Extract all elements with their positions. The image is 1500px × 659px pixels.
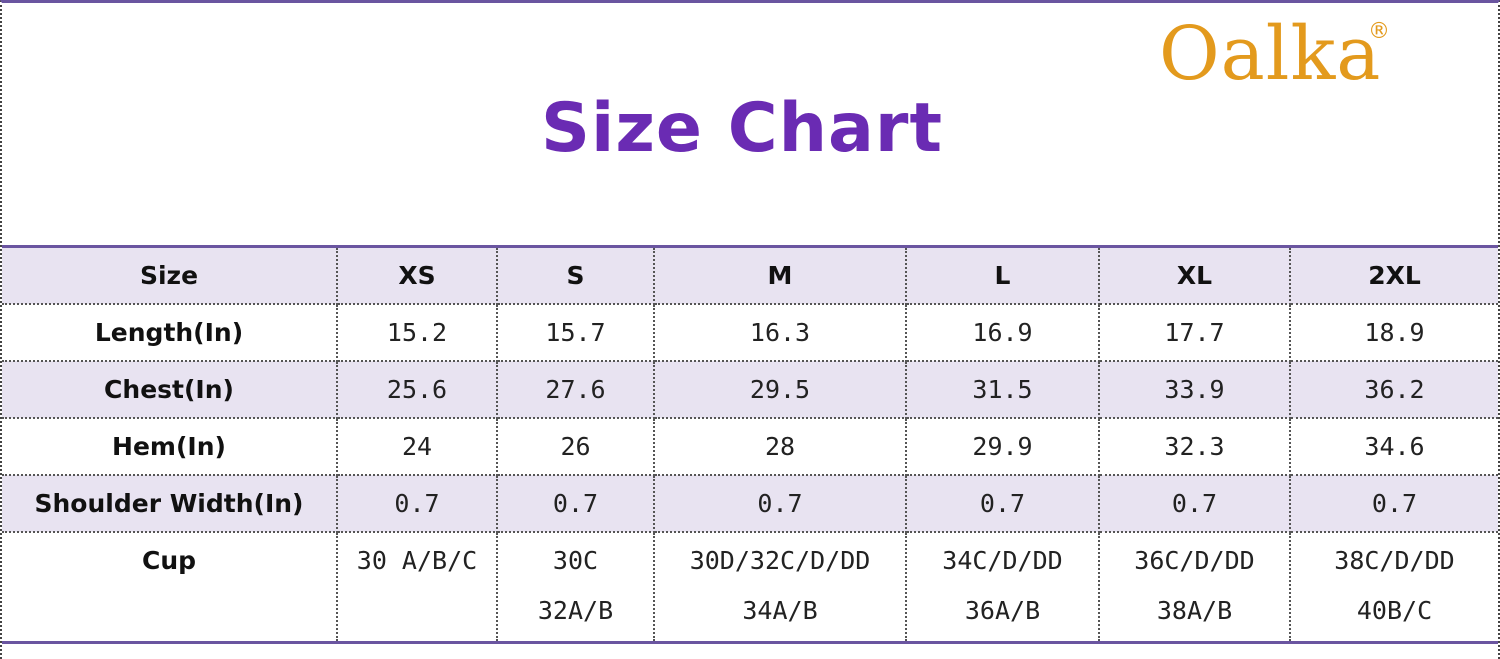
table-cell: 30C 32A/B — [497, 532, 655, 643]
table-cell: 34C/D/DD 36A/B — [906, 532, 1100, 643]
table-cell: 0.7 — [906, 475, 1100, 533]
row-label-text: Cup — [141, 546, 197, 575]
cup-line-2: 36A/B — [964, 596, 1041, 625]
table-cell: 25.6 — [337, 361, 498, 419]
table-header-row: Size XS S M L XL 2XL — [2, 246, 1498, 305]
table-cell: 32.3 — [1099, 418, 1291, 476]
header-cell: XL — [1099, 246, 1291, 305]
table-cell: 30 A/B/C — [337, 532, 498, 643]
table-cell: 0.7 — [654, 475, 907, 533]
table-cell: 0.7 — [337, 475, 498, 533]
header-cell: Size — [2, 246, 338, 305]
table-cell: 15.7 — [497, 304, 655, 362]
table-cell: 24 — [337, 418, 498, 476]
table-cell: 36C/D/DD 38A/B — [1099, 532, 1291, 643]
table-cell: 36.2 — [1290, 361, 1498, 419]
table-row-cup: Cup 30 A/B/C 30C 32A/B 30D/32C/D/DD 34A/B … — [2, 532, 1498, 643]
table-cell: 15.2 — [337, 304, 498, 362]
table-cell: 33.9 — [1099, 361, 1291, 419]
row-label: Cup — [2, 532, 338, 643]
table-cell: 18.9 — [1290, 304, 1498, 362]
table-cell: 30D/32C/D/DD 34A/B — [654, 532, 907, 643]
brand-logo: Oalka — [1159, 11, 1382, 97]
row-label: Length(In) — [2, 304, 338, 362]
cup-line-2: 38A/B — [1156, 596, 1233, 625]
table-cell: 16.9 — [906, 304, 1100, 362]
cup-line-1: 34C/D/DD — [942, 546, 1063, 575]
table-cell: 17.7 — [1099, 304, 1291, 362]
table-cell: 31.5 — [906, 361, 1100, 419]
row-label: Chest(In) — [2, 361, 338, 419]
size-table: Size XS S M L XL 2XL Length(In) 15.2 15.… — [2, 245, 1498, 644]
table-row-shoulder-width: Shoulder Width(In) 0.7 0.7 0.7 0.7 0.7 0… — [2, 475, 1498, 533]
table-cell: 34.6 — [1290, 418, 1498, 476]
table-cell: 27.6 — [497, 361, 655, 419]
cup-line-2 — [338, 583, 496, 633]
table-cell: 28 — [654, 418, 907, 476]
table-cell: 26 — [497, 418, 655, 476]
header-cell: M — [654, 246, 907, 305]
header-cell: S — [497, 246, 655, 305]
cup-line-1: 30D/32C/D/DD — [689, 546, 871, 575]
cup-line-1: 38C/D/DD — [1334, 546, 1455, 575]
row-label: Hem(In) — [2, 418, 338, 476]
table-cell: 29.5 — [654, 361, 907, 419]
header-cell: 2XL — [1290, 246, 1498, 305]
table-cell: 16.3 — [654, 304, 907, 362]
table-cell: 0.7 — [1290, 475, 1498, 533]
row-label: Shoulder Width(In) — [2, 475, 338, 533]
table-cell: 38C/D/DD 40B/C — [1290, 532, 1498, 643]
cup-line-1: 30 A/B/C — [356, 546, 478, 575]
cup-line-1: 36C/D/DD — [1134, 546, 1255, 575]
table-cell: 0.7 — [497, 475, 655, 533]
cup-line-2: 40B/C — [1356, 596, 1433, 625]
table-cell: 0.7 — [1099, 475, 1291, 533]
header-cell: XS — [337, 246, 498, 305]
registered-mark: ® — [1368, 19, 1390, 44]
page-title: Size Chart — [541, 89, 943, 168]
table-row-hem: Hem(In) 24 26 28 29.9 32.3 34.6 — [2, 418, 1498, 476]
cup-line-2: 32A/B — [537, 596, 614, 625]
table-cell: 29.9 — [906, 418, 1100, 476]
table-row-chest: Chest(In) 25.6 27.6 29.5 31.5 33.9 36.2 — [2, 361, 1498, 419]
header-cell: L — [906, 246, 1100, 305]
cup-line-1: 30C — [552, 546, 599, 575]
cup-line-2: 34A/B — [742, 596, 818, 625]
table-row-length: Length(In) 15.2 15.7 16.3 16.9 17.7 18.9 — [2, 304, 1498, 362]
